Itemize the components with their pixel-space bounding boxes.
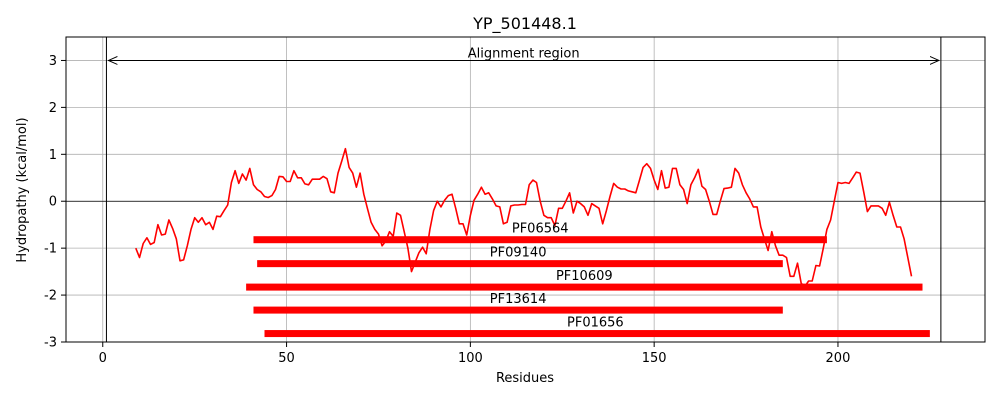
domain-label-pf13614: PF13614 (490, 292, 547, 307)
x-tick-label: 200 (826, 351, 851, 366)
domain-label-pf06564: PF06564 (512, 222, 569, 237)
domain-bars: PF06564 PF09140 PF10609 PF13614 PF01656 (246, 222, 930, 338)
domain-label-pf09140: PF09140 (490, 246, 547, 261)
x-axis-label: Residues (496, 371, 554, 386)
domain-label-pf10609: PF10609 (556, 269, 613, 284)
alignment-region: Alignment region (105, 37, 942, 342)
y-tick-label: -3 (44, 336, 57, 351)
x-tick-label: 50 (278, 351, 295, 366)
plot-frame (65, 36, 986, 343)
x-axis-ticks: 0 50 100 150 200 (99, 342, 851, 366)
x-tick-label: 100 (458, 351, 483, 366)
y-tick-label: 3 (49, 54, 57, 69)
alignment-label: Alignment region (468, 46, 580, 61)
y-tick-label: -1 (44, 242, 57, 257)
y-tick-label: 0 (49, 195, 57, 210)
domain-bar-pf09140 (257, 260, 783, 268)
hydropathy-series (135, 147, 913, 288)
domain-bar-pf13614 (253, 306, 783, 314)
hydropathy-line (135, 147, 913, 288)
x-tick-label: 150 (642, 351, 667, 366)
domain-label-pf01656: PF01656 (567, 316, 624, 331)
y-tick-label: 1 (49, 148, 57, 163)
y-tick-label: 2 (49, 101, 57, 116)
domain-bar-pf01656 (264, 330, 930, 338)
domain-bar-pf10609 (246, 283, 923, 291)
y-axis-label: Hydropathy (kcal/mol) (15, 117, 30, 262)
chart-title: YP_501448.1 (472, 14, 577, 34)
y-tick-label: -2 (44, 289, 57, 304)
y-axis-ticks: -3 -2 -1 0 1 2 3 (44, 54, 66, 351)
domain-bar-pf06564 (253, 236, 827, 244)
x-tick-label: 0 (99, 351, 107, 366)
